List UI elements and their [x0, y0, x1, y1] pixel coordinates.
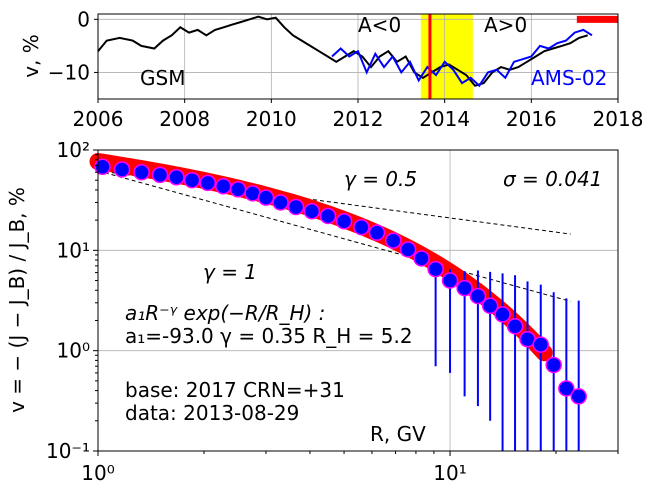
data-point [353, 218, 370, 236]
label-a-positive: A>0 [484, 13, 527, 37]
top-y-tick-label: 0 [77, 7, 90, 31]
bottom-y-tick-label: 10¹ [57, 238, 90, 262]
data-point [94, 158, 111, 176]
top-ticks: 2006 2008 2010 2012 2014 2016 2018 0 −10 [48, 7, 644, 131]
label-ams-02: AMS-02 [531, 66, 607, 90]
data-point [545, 356, 562, 374]
data-point [481, 297, 499, 315]
bottom-x-tick-label: 10⁰ [81, 461, 114, 485]
data-point [558, 380, 575, 397]
label-gamma-half: γ = 0.5 [344, 167, 417, 191]
data-point [441, 272, 459, 289]
data-point [113, 161, 131, 178]
top-x-tick-label: 2018 [593, 107, 644, 131]
top-grid [97, 14, 619, 99]
data-point [183, 171, 201, 189]
data-point [287, 198, 305, 216]
top-y-axis-label: v, % [19, 34, 43, 78]
bottom-y-axis-label: v = − (J − J_B) / J_B, % [5, 187, 29, 413]
label-gsm: GSM [140, 66, 185, 90]
data-point [469, 287, 487, 305]
top-series-group [97, 15, 593, 88]
data-point [199, 174, 216, 192]
bottom-x-tick-label: 10¹ [433, 461, 466, 485]
top-x-tick-label: 2006 [73, 107, 124, 131]
top-x-tick-label: 2010 [246, 107, 297, 131]
data-point [151, 166, 169, 184]
data-point [257, 189, 275, 206]
label-date: data: 2013-08-29 [125, 401, 299, 425]
bottom-plot-frame [97, 149, 619, 452]
data-point [272, 194, 289, 211]
fit-parameters: a₁=-93.0 γ = 0.35 R_H = 5.2 [125, 324, 413, 348]
data-point [385, 232, 402, 249]
bottom-y-tick-label: 10² [57, 138, 90, 162]
data-point [506, 318, 524, 335]
top-x-tick-label: 2016 [506, 107, 557, 131]
data-point [319, 207, 337, 225]
bottom-y-tick-label: 10⁻¹ [46, 439, 90, 463]
top-x-tick-label: 2008 [159, 107, 210, 131]
data-point [532, 336, 549, 353]
data-point [335, 212, 353, 230]
fit-formula: a₁R⁻ᵞ exp(−R/R_H) : [125, 301, 325, 325]
bottom-y-tick-label: 10⁰ [57, 339, 90, 363]
data-point [570, 388, 587, 405]
data-point [427, 260, 444, 278]
data-point [399, 241, 417, 258]
data-point [229, 181, 247, 198]
top-x-tick-label: 2014 [419, 107, 470, 131]
x-axis-unit-label: R, GV [370, 422, 426, 446]
guide-lines [97, 170, 571, 302]
label-gamma-one: γ = 1 [203, 260, 257, 284]
data-point [368, 224, 386, 241]
data-point [413, 250, 430, 267]
label-base: base: 2017 CRN=+31 [125, 378, 345, 402]
error-bars [434, 261, 580, 451]
top-x-tick-label: 2012 [333, 107, 384, 131]
top-y-tick-label: −10 [48, 60, 90, 84]
data-point [303, 203, 321, 220]
data-point [456, 279, 473, 297]
guide-gamma-one [97, 170, 571, 302]
data-point [215, 178, 232, 195]
series-ams02-line [331, 28, 593, 88]
data-point [133, 164, 150, 181]
top-panel: 2006 2008 2010 2012 2014 2016 2018 0 −10 GSM A<0… [19, 7, 643, 131]
data-point [168, 169, 185, 186]
series-gsm-line [97, 15, 588, 87]
data-point [494, 306, 511, 323]
label-sigma: σ = 0.041 [503, 167, 602, 191]
data-points [94, 158, 587, 405]
label-a-negative: A<0 [358, 13, 401, 37]
